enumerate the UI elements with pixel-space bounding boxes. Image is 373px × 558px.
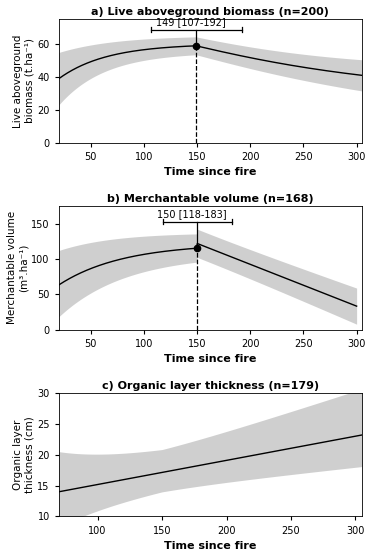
Text: 150 [118-183]: 150 [118-183]: [157, 209, 226, 219]
Title: b) Merchantable volume (n=168): b) Merchantable volume (n=168): [107, 194, 314, 204]
Y-axis label: Merchantable volume
(m³.ha⁻¹): Merchantable volume (m³.ha⁻¹): [7, 211, 29, 324]
Title: a) Live aboveground biomass (n=200): a) Live aboveground biomass (n=200): [91, 7, 329, 17]
Text: 149 [107-192]: 149 [107-192]: [156, 17, 226, 27]
X-axis label: Time since fire: Time since fire: [164, 167, 257, 177]
Y-axis label: Organic layer
thickness (cm): Organic layer thickness (cm): [13, 416, 35, 493]
X-axis label: Time since fire: Time since fire: [164, 354, 257, 364]
Title: c) Organic layer thickness (n=179): c) Organic layer thickness (n=179): [102, 381, 319, 391]
Y-axis label: Live aboveground
biomass (t.ha⁻¹): Live aboveground biomass (t.ha⁻¹): [13, 34, 35, 128]
X-axis label: Time since fire: Time since fire: [164, 541, 257, 551]
